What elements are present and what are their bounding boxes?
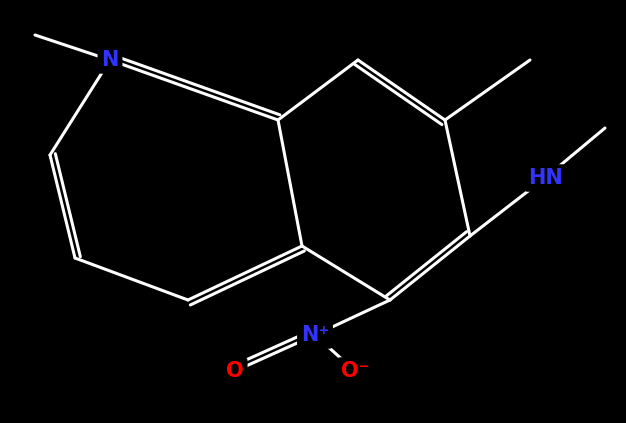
Text: HN: HN xyxy=(528,168,562,188)
Text: N⁺: N⁺ xyxy=(301,325,329,345)
Text: O⁻: O⁻ xyxy=(341,361,369,381)
Text: N: N xyxy=(101,50,119,70)
Text: O: O xyxy=(226,361,244,381)
